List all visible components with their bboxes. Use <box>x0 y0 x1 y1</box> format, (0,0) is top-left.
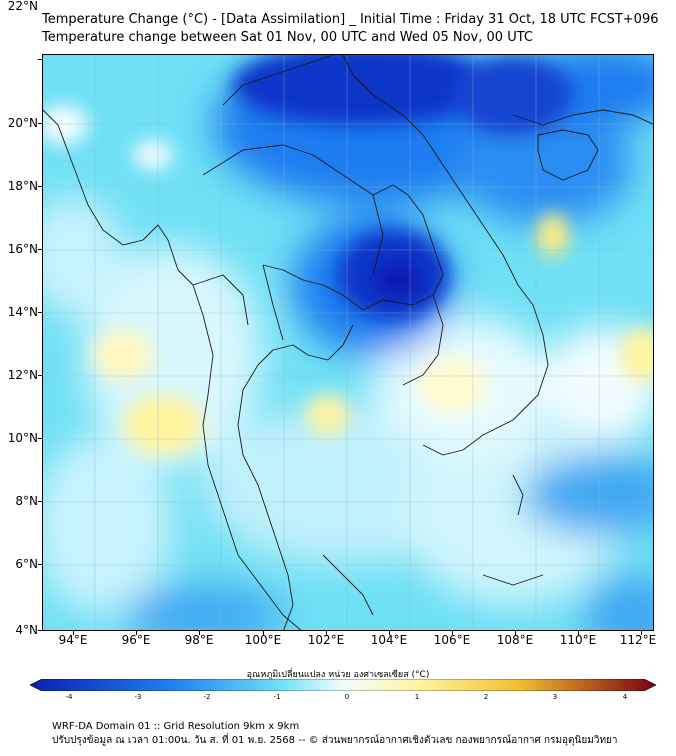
lon-label-112e: 112°E <box>619 633 657 647</box>
lat-label-4n: 4°N <box>15 623 38 637</box>
lon-label-98e: 98°E <box>184 633 214 647</box>
lat-label-14n: 14°N <box>7 305 38 319</box>
colorbar-tick: -4 <box>65 693 73 701</box>
lon-tick <box>389 631 390 635</box>
lon-label-100e: 100°E <box>244 633 282 647</box>
colorbar-tick: -2 <box>203 693 211 701</box>
lat-label-20n: 20°N <box>7 116 38 130</box>
lon-label-102e: 102°E <box>307 633 345 647</box>
colorbar-tick: 2 <box>483 693 489 701</box>
map-title: Temperature Change (°C) - [Data Assimila… <box>42 12 659 27</box>
lon-label-94e: 94°E <box>58 633 88 647</box>
footer-update-info: ปรับปรุงข้อมูล ณ เวลา 01:00น. วัน ส. ที่… <box>52 735 618 746</box>
lon-label-96e: 96°E <box>121 633 151 647</box>
lat-tick <box>38 249 42 250</box>
colorbar-tick: 1 <box>414 693 420 701</box>
lat-tick <box>38 312 42 313</box>
lon-label-110e: 110°E <box>559 633 597 647</box>
lat-label-22n: 22°N <box>7 0 38 13</box>
lat-label-18n: 18°N <box>7 179 38 193</box>
lon-tick <box>136 631 137 635</box>
footer-model-info: WRF-DA Domain 01 :: Grid Resolution 9km … <box>52 721 300 732</box>
colorbar-tick: -1 <box>273 693 281 701</box>
colorbar-tick: 0 <box>344 693 350 701</box>
lat-tick <box>38 564 42 565</box>
lat-label-16n: 16°N <box>7 242 38 256</box>
temperature-change-map <box>42 54 654 631</box>
graticule <box>43 55 653 630</box>
colorbar-tick: -3 <box>134 693 142 701</box>
lon-label-104e: 104°E <box>370 633 408 647</box>
lat-label-8n: 8°N <box>15 494 38 508</box>
lon-tick <box>515 631 516 635</box>
lat-label-10n: 10°N <box>7 431 38 445</box>
lon-label-106e: 106°E <box>433 633 471 647</box>
lon-tick <box>641 631 642 635</box>
lon-tick <box>452 631 453 635</box>
lon-label-108e: 108°E <box>496 633 534 647</box>
lon-tick <box>263 631 264 635</box>
lat-tick <box>38 186 42 187</box>
lat-tick <box>38 59 42 60</box>
lon-tick <box>326 631 327 635</box>
lat-tick <box>38 501 42 502</box>
lat-label-12n: 12°N <box>7 368 38 382</box>
temperature-field-detail <box>43 55 653 455</box>
lon-tick <box>578 631 579 635</box>
colorbar-label: อุณหภูมิเปลี่ยนแปลง หน่วย องศาเซลเซียส (… <box>246 670 430 680</box>
lat-tick <box>38 123 42 124</box>
colorbar-tick: 3 <box>552 693 558 701</box>
lat-tick <box>38 630 42 631</box>
colorbar-tick: 4 <box>622 693 628 701</box>
lat-tick <box>38 375 42 376</box>
lat-label-6n: 6°N <box>15 557 38 571</box>
map-subtitle: Temperature change between Sat 01 Nov, 0… <box>42 30 533 45</box>
coastlines-and-borders <box>43 55 653 630</box>
lon-tick <box>73 631 74 635</box>
lat-tick <box>38 438 42 439</box>
lon-tick <box>199 631 200 635</box>
colorbar <box>30 679 656 691</box>
